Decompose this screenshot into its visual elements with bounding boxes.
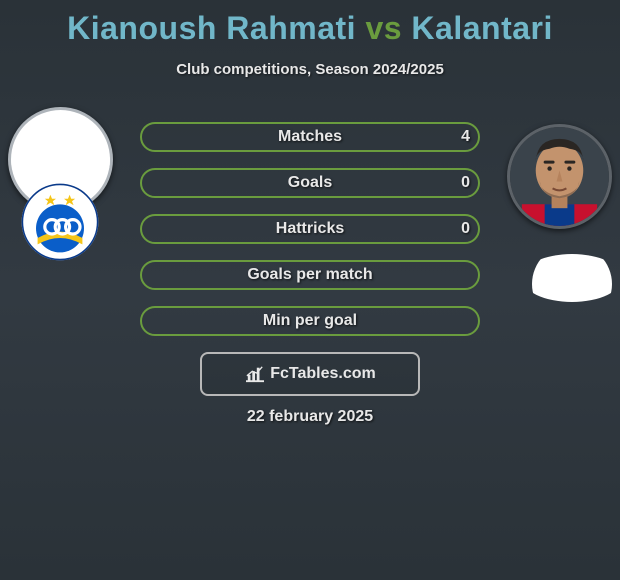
stat-row: Goals per match bbox=[140, 260, 480, 290]
vs-text: vs bbox=[365, 10, 402, 46]
stat-value-right: 0 bbox=[461, 220, 470, 238]
stat-value-right: 4 bbox=[461, 128, 470, 146]
player2-avatar bbox=[507, 124, 612, 229]
player1-club-logo bbox=[20, 182, 100, 262]
stat-label: Matches bbox=[278, 128, 342, 146]
date-text: 22 february 2025 bbox=[247, 408, 373, 426]
player2-name: Kalantari bbox=[411, 10, 552, 46]
stat-label: Hattricks bbox=[276, 220, 344, 238]
brand-box: FcTables.com bbox=[200, 352, 420, 396]
stat-label: Goals bbox=[288, 174, 332, 192]
club-logo-icon bbox=[20, 182, 100, 262]
subtitle: Club competitions, Season 2024/2025 bbox=[0, 61, 620, 78]
stat-row: Min per goal bbox=[140, 306, 480, 336]
stat-label: Min per goal bbox=[263, 312, 357, 330]
player2-face-icon bbox=[510, 127, 609, 226]
brand-text: FcTables.com bbox=[270, 365, 376, 383]
stat-row: Goals 0 bbox=[140, 168, 480, 198]
player1-name: Kianoush Rahmati bbox=[67, 10, 356, 46]
stat-label: Goals per match bbox=[247, 266, 372, 284]
comparison-title: Kianoush Rahmati vs Kalantari bbox=[0, 0, 620, 47]
bar-chart-icon bbox=[244, 365, 266, 383]
stat-bars: Matches 4 Goals 0 Hattricks 0 Goals per match M… bbox=[140, 122, 480, 352]
stat-row: Matches 4 bbox=[140, 122, 480, 152]
player2-club-placeholder bbox=[532, 254, 612, 302]
stat-row: Hattricks 0 bbox=[140, 214, 480, 244]
stat-value-right: 0 bbox=[461, 174, 470, 192]
player2-club-logo bbox=[532, 244, 612, 324]
player1-avatar-placeholder bbox=[11, 138, 111, 186]
